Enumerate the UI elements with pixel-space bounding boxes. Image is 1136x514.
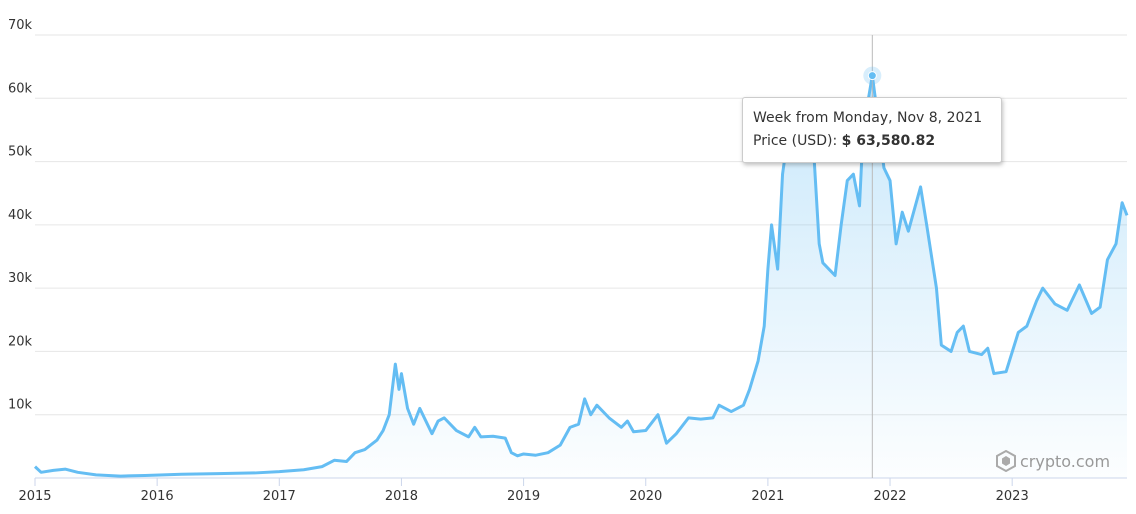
y-tick-label: 10k — [8, 398, 33, 413]
hover-point — [867, 71, 877, 81]
y-tick-label: 30k — [8, 271, 33, 286]
tooltip-title: Week from Monday, Nov 8, 2021 — [753, 110, 983, 126]
area — [35, 75, 1127, 478]
y-tick-label: 50k — [8, 145, 33, 160]
x-tick-label: 2016 — [141, 489, 174, 504]
x-tick-label: 2020 — [629, 489, 662, 504]
x-tick-label: 2017 — [263, 489, 296, 504]
line — [33, 74, 1129, 478]
tooltip-row: Price (USD): $ 63,580.82 — [753, 130, 991, 153]
y-tick-label: 70k — [8, 18, 33, 33]
watermark-logo — [996, 450, 1016, 472]
x-tick-label: 2015 — [18, 489, 51, 504]
watermark-text: crypto.com — [1020, 451, 1111, 471]
x-tick-label: 2018 — [385, 489, 418, 504]
watermark: crypto.com — [996, 450, 1110, 472]
tooltip-value: $ 63,580.82 — [841, 133, 936, 149]
y-tick-label: 40k — [8, 208, 33, 223]
y-tick-label: 20k — [8, 334, 33, 349]
x-tick-label: 2021 — [751, 489, 784, 504]
x-tick-label: 2022 — [873, 489, 906, 504]
x-tick-label: 2023 — [996, 489, 1029, 504]
x-tick-label: 2019 — [507, 489, 540, 504]
tooltip-label: Price (USD): — [753, 133, 838, 149]
tooltip: Week from Monday, Nov 8, 2021 Price (USD… — [742, 97, 1002, 163]
y-tick-label: 60k — [8, 81, 33, 96]
